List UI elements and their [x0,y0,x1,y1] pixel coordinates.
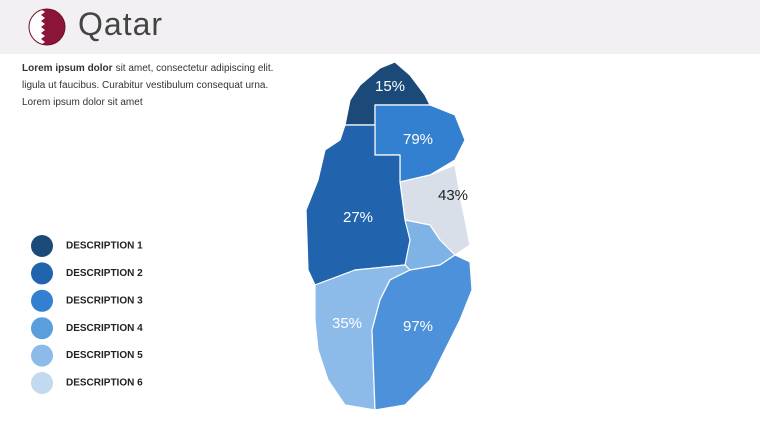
region-label: 79% [403,131,433,148]
region-label: 15% [375,78,405,95]
region-label: 27% [343,209,373,226]
intro-line: sit amet, consectetur adipiscing elit. [115,63,274,74]
intro-line: Lorem ipsum dolor sit amet [22,97,143,108]
legend-swatch [31,372,53,394]
legend-label: DESCRIPTION 6 [66,378,143,389]
legend-label: DESCRIPTION 2 [66,268,143,279]
intro-bold: Lorem ipsum dolor [22,63,113,74]
legend-swatch [31,235,53,257]
legend-label: DESCRIPTION 1 [66,241,143,252]
region-label: 43% [438,187,468,204]
legend-label: DESCRIPTION 5 [66,350,143,361]
header: Qatar [0,0,760,54]
region-label: 35% [332,315,362,332]
legend-swatch [31,344,53,367]
title: Qatar [78,6,164,42]
legend-label: DESCRIPTION 3 [66,295,143,306]
intro-line: ligula ut faucibus. Curabitur vestibulum… [22,80,269,91]
region [371,254,473,411]
legend-swatch [31,317,53,340]
legend-swatch [31,289,53,312]
intro: Lorem ipsum dolor sit amet, consectetur a… [22,60,273,111]
legend-label: DESCRIPTION 4 [66,323,143,334]
flag [28,8,66,46]
region-label: 97% [403,318,433,335]
legend-swatch [31,262,53,285]
